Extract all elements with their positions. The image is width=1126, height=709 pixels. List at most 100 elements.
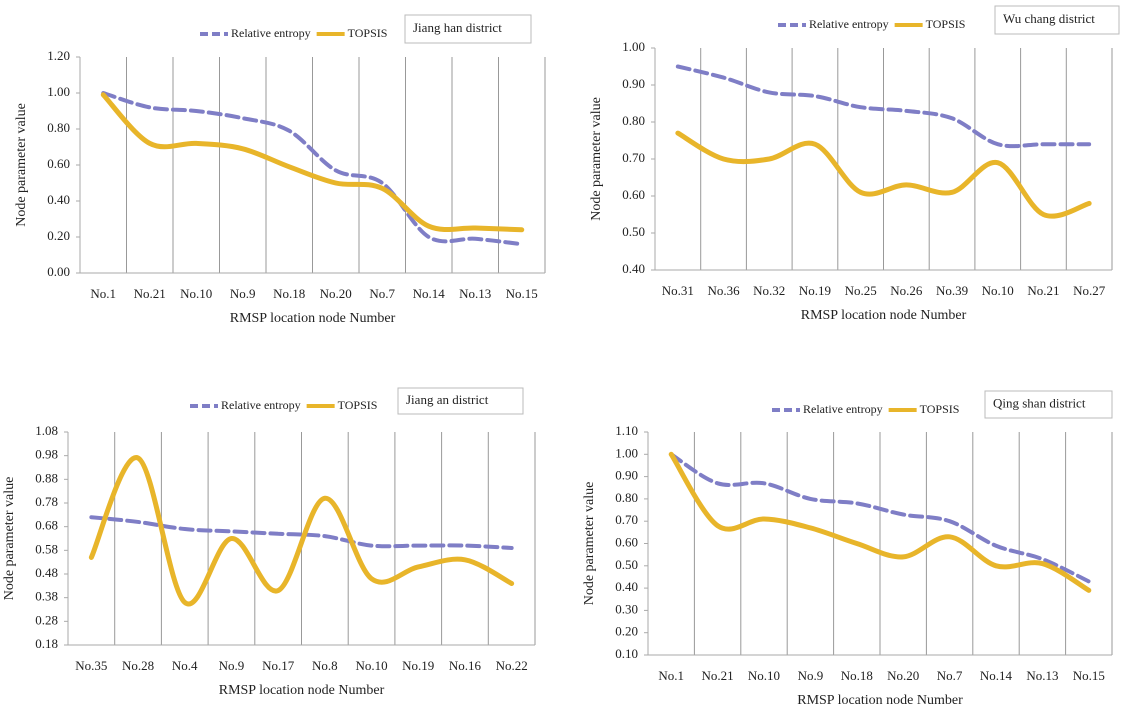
y-tick-label: 1.00 <box>622 39 645 54</box>
x-tick-label: No.13 <box>1026 668 1058 683</box>
series-line <box>668 451 1092 593</box>
series-line <box>100 92 525 233</box>
y-tick-label: 0.40 <box>47 192 70 207</box>
x-tick-label: No.10 <box>355 658 387 673</box>
y-tick-label: 1.00 <box>47 84 70 99</box>
series-line <box>88 455 515 607</box>
x-axis-title: RMSP location node Number <box>219 683 385 698</box>
x-tick-label: No.31 <box>662 283 694 298</box>
legend-label: Relative entropy <box>231 26 311 40</box>
y-tick-label: 0.68 <box>35 518 58 533</box>
y-tick-label: 0.90 <box>622 76 645 91</box>
y-tick-label: 1.10 <box>615 423 638 438</box>
y-tick-label: 0.10 <box>615 646 638 661</box>
y-tick-label: 0.20 <box>47 228 70 243</box>
title-box <box>397 387 524 415</box>
y-tick-label: 0.18 <box>35 636 58 651</box>
legend-label: Relative entropy <box>803 402 883 416</box>
y-tick-label: 0.80 <box>622 113 645 128</box>
legend-label: TOPSIS <box>338 398 378 412</box>
legend-label: Relative entropy <box>221 398 301 412</box>
y-axis-title: Node parameter value <box>589 97 604 221</box>
y-tick-label: 0.50 <box>615 557 638 572</box>
y-tick-label: 0.30 <box>615 601 638 616</box>
x-tick-label: No.18 <box>273 286 305 301</box>
y-tick-label: 0.78 <box>35 494 58 509</box>
chart-panel: Qing shan district 0.10 0.20 0.30 0.40 0.50 0.… <box>582 390 1113 708</box>
x-tick-label: No.10 <box>180 286 212 301</box>
y-tick-label: 0.00 <box>47 264 70 279</box>
y-tick-label: 0.40 <box>615 579 638 594</box>
x-tick-label: No.7 <box>369 286 395 301</box>
x-axis-title: RMSP location node Number <box>797 693 963 708</box>
x-tick-label: No.10 <box>982 283 1014 298</box>
chart-panel: Jiang han district 0.00 0.20 0.40 0.60 0.80 1.… <box>14 14 546 326</box>
x-tick-label: No.20 <box>887 668 919 683</box>
series-line <box>675 64 1092 149</box>
title-box <box>994 5 1120 35</box>
y-tick-label: 0.50 <box>622 224 645 239</box>
y-tick-label: 0.38 <box>35 589 58 604</box>
chart-title: Wu chang district <box>1003 11 1095 26</box>
x-tick-label: No.14 <box>980 668 1013 683</box>
x-tick-label: No.22 <box>496 658 528 673</box>
y-tick-label: 0.60 <box>615 534 638 549</box>
y-tick-label: 0.40 <box>622 261 645 276</box>
chart-title: Qing shan district <box>993 395 1086 410</box>
x-tick-label: No.32 <box>753 283 785 298</box>
title-box <box>404 14 532 44</box>
legend-label: TOPSIS <box>926 17 966 31</box>
x-tick-label: No.9 <box>230 286 256 301</box>
chart-title: Jiang an district <box>406 392 489 407</box>
series-line <box>669 452 1091 584</box>
x-tick-label: No.1 <box>658 668 684 683</box>
y-tick-label: 1.08 <box>35 423 58 438</box>
y-tick-label: 0.20 <box>615 624 638 639</box>
y-tick-label: 1.20 <box>47 48 70 63</box>
x-axis-title: RMSP location node Number <box>230 311 396 326</box>
x-tick-label: No.21 <box>134 286 166 301</box>
x-tick-label: No.19 <box>402 658 434 673</box>
y-tick-label: 1.00 <box>615 445 638 460</box>
x-tick-label: No.15 <box>506 286 538 301</box>
title-box <box>984 390 1113 419</box>
y-axis-title: Node parameter value <box>14 103 29 227</box>
chart-title: Jiang han district <box>413 20 502 35</box>
y-tick-label: 0.60 <box>622 187 645 202</box>
x-tick-label: No.7 <box>937 668 963 683</box>
legend-label: TOPSIS <box>348 26 388 40</box>
x-tick-label: No.9 <box>219 658 245 673</box>
x-tick-label: No.1 <box>90 286 116 301</box>
x-tick-label: No.26 <box>890 283 923 298</box>
x-tick-label: No.21 <box>1027 283 1059 298</box>
x-tick-label: No.16 <box>449 658 482 673</box>
x-tick-label: No.25 <box>845 283 877 298</box>
x-tick-label: No.36 <box>707 283 740 298</box>
x-tick-label: No.21 <box>702 668 734 683</box>
legend-label: Relative entropy <box>809 17 889 31</box>
x-tick-label: No.27 <box>1073 283 1106 298</box>
x-tick-label: No.17 <box>262 658 295 673</box>
y-tick-label: 0.28 <box>35 612 58 627</box>
y-tick-label: 0.70 <box>622 150 645 165</box>
x-tick-label: No.10 <box>748 668 780 683</box>
y-tick-label: 0.60 <box>47 156 70 171</box>
x-tick-label: No.19 <box>799 283 831 298</box>
y-tick-label: 0.90 <box>615 468 638 483</box>
x-tick-label: No.13 <box>459 286 491 301</box>
y-tick-label: 0.48 <box>35 565 58 580</box>
chart-panel: Wu chang district 0.40 0.50 0.60 0.70 0.80 0.9… <box>589 5 1120 323</box>
y-tick-label: 0.58 <box>35 541 58 556</box>
x-tick-label: No.14 <box>413 286 446 301</box>
y-tick-label: 0.98 <box>35 447 58 462</box>
y-axis-title: Node parameter value <box>2 477 17 601</box>
x-tick-label: No.35 <box>75 658 107 673</box>
x-tick-label: No.39 <box>936 283 968 298</box>
series-line <box>101 91 524 247</box>
x-tick-label: No.4 <box>172 658 198 673</box>
legend-label: TOPSIS <box>920 402 960 416</box>
x-tick-label: No.28 <box>122 658 154 673</box>
x-tick-label: No.18 <box>841 668 873 683</box>
x-axis-title: RMSP location node Number <box>801 308 967 323</box>
